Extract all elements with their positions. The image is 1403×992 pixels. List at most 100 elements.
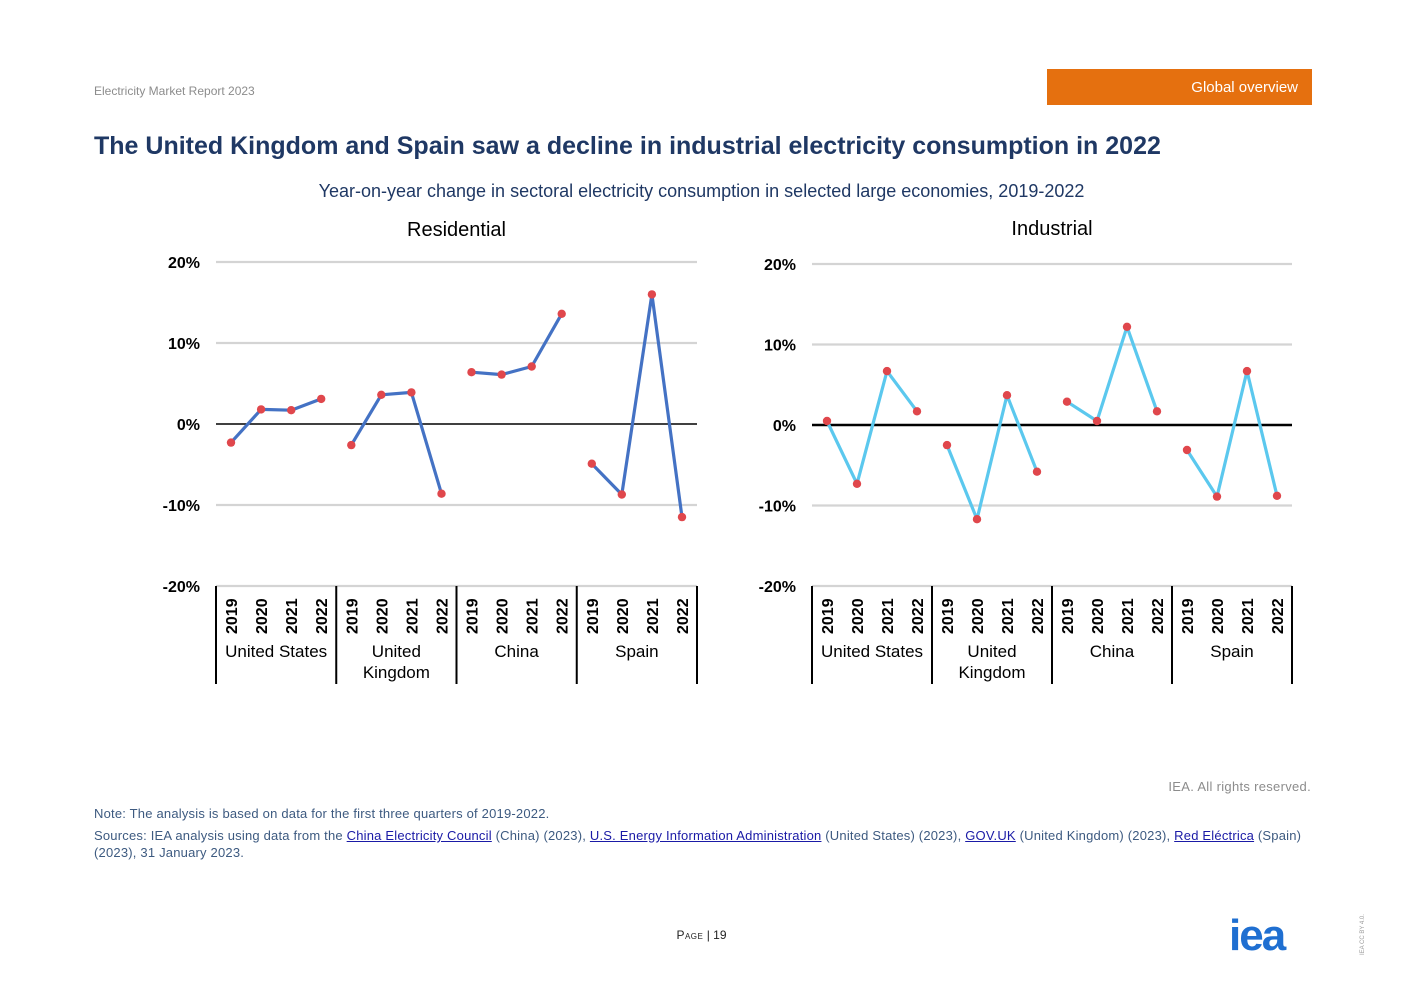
data-point — [1212, 492, 1222, 501]
sources-gov-suffix: (United Kingdom) (2023), — [1019, 828, 1171, 843]
y-tick-label: 0% — [177, 417, 200, 434]
sources-eia-suffix: (United States) (2023), — [825, 828, 962, 843]
data-point — [1122, 322, 1132, 331]
x-group-label: United — [372, 642, 421, 661]
y-tick-label: -20% — [163, 579, 200, 596]
data-point — [347, 440, 356, 450]
x-group-label: China — [494, 642, 539, 661]
x-tick-year: 2019 — [224, 598, 241, 634]
series-line-residential-united-kingdom — [349, 390, 444, 495]
x-tick-year: 2020 — [850, 598, 867, 634]
x-tick-year: 2019 — [585, 598, 602, 634]
page-separator: | — [706, 928, 710, 942]
x-tick-year: 2020 — [615, 598, 632, 634]
series-line-industrial-spain — [1185, 369, 1279, 499]
x-group-label: United States — [821, 642, 923, 661]
data-point — [1092, 416, 1102, 426]
data-point — [497, 370, 506, 379]
data-point — [617, 490, 626, 499]
x-tick-year: 2021 — [880, 598, 897, 634]
link-gov-uk[interactable]: GOV.UK — [965, 828, 1016, 843]
data-point — [1062, 397, 1072, 406]
iea-logo: iea — [1229, 911, 1286, 960]
data-point — [527, 362, 536, 371]
x-tick-year: 2022 — [1030, 598, 1047, 634]
x-tick-year: 2020 — [495, 598, 512, 634]
x-tick-year: 2021 — [645, 598, 662, 634]
data-point — [1242, 366, 1252, 376]
x-tick-year: 2020 — [254, 598, 271, 634]
y-tick-label: 0% — [773, 418, 796, 435]
data-point — [1182, 445, 1192, 455]
y-tick-label: 10% — [168, 336, 200, 353]
x-group-label: United States — [225, 642, 327, 661]
x-tick-year: 2019 — [465, 598, 482, 634]
x-tick-year: 2020 — [1210, 598, 1227, 634]
data-point — [852, 479, 862, 488]
data-point — [256, 405, 266, 414]
data-point — [1272, 491, 1282, 500]
chart-subtitle: Year-on-year change in sectoral electric… — [318, 181, 1085, 201]
x-group-label: United — [967, 642, 1016, 661]
x-group-label: Spain — [1210, 642, 1253, 661]
x-tick-year: 2019 — [940, 598, 957, 634]
x-tick-year: 2020 — [970, 598, 987, 634]
series-line-residential-spain — [590, 292, 684, 518]
data-point — [972, 515, 982, 524]
data-point — [677, 512, 687, 522]
data-point — [942, 440, 952, 450]
x-group-label: Kingdom — [958, 663, 1025, 682]
sources-text: Sources: IEA analysis using data from th… — [94, 827, 1309, 861]
data-point — [287, 406, 296, 415]
x-tick-year: 2020 — [1090, 598, 1107, 634]
series-line-industrial-united-states — [825, 369, 919, 486]
series-line-industrial-united-kingdom — [945, 393, 1039, 521]
link-china-electricity-council[interactable]: China Electricity Council — [346, 828, 492, 843]
data-point — [317, 394, 326, 404]
data-point — [437, 489, 446, 498]
page-number-value: 19 — [713, 928, 727, 942]
sources-ree-suffix: (Spain) (2023), 31 January 2023. — [94, 828, 1302, 860]
x-tick-year: 2019 — [820, 598, 837, 634]
link-red-electrica[interactable]: Red Eléctrica — [1174, 828, 1255, 843]
data-point — [467, 368, 476, 377]
data-point — [226, 438, 236, 447]
chart-title-residential: Residential — [407, 219, 506, 241]
x-tick-year: 2021 — [284, 598, 301, 634]
y-tick-label: 20% — [168, 255, 200, 272]
sources-prefix: Sources: IEA analysis using data from th… — [94, 828, 343, 843]
x-tick-year: 2022 — [910, 598, 927, 634]
x-tick-year: 2019 — [1180, 598, 1197, 634]
license-text: IEA CC BY 4.0. — [1360, 914, 1366, 955]
y-tick-label: -20% — [759, 579, 796, 596]
series-line-industrial-china — [1066, 325, 1159, 423]
data-point — [407, 388, 416, 397]
x-group-label: China — [1090, 642, 1135, 661]
data-point — [377, 390, 386, 399]
y-tick-label: 20% — [764, 257, 796, 274]
data-point — [587, 459, 596, 468]
x-tick-year: 2021 — [404, 598, 421, 634]
x-group-label: Kingdom — [363, 663, 430, 682]
x-tick-year: 2021 — [1000, 598, 1017, 634]
x-tick-year: 2022 — [1150, 598, 1167, 634]
x-tick-year: 2021 — [525, 598, 542, 634]
section-tag-label: Global overview — [1191, 78, 1298, 96]
section-tag[interactable]: Global overview — [1047, 69, 1312, 105]
x-tick-year: 2022 — [555, 598, 572, 634]
page-title: The United Kingdom and Spain saw a decli… — [94, 132, 1161, 160]
rights-notice: IEA. All rights reserved. — [1168, 779, 1311, 794]
y-tick-label: -10% — [163, 498, 200, 515]
report-name: Electricity Market Report 2023 — [94, 84, 255, 98]
data-point — [1032, 467, 1042, 476]
link-us-eia[interactable]: U.S. Energy Information Administration — [589, 828, 822, 843]
page-number: Page | 19 — [0, 928, 1403, 942]
x-group-label: Spain — [615, 642, 658, 661]
data-point — [557, 309, 566, 318]
data-point — [912, 407, 922, 416]
sources-cec-suffix: (China) (2023), — [495, 828, 587, 843]
series-line-residential-united-states — [229, 397, 322, 444]
data-point — [1152, 407, 1162, 416]
data-point — [647, 290, 657, 299]
x-tick-year: 2022 — [675, 598, 692, 634]
